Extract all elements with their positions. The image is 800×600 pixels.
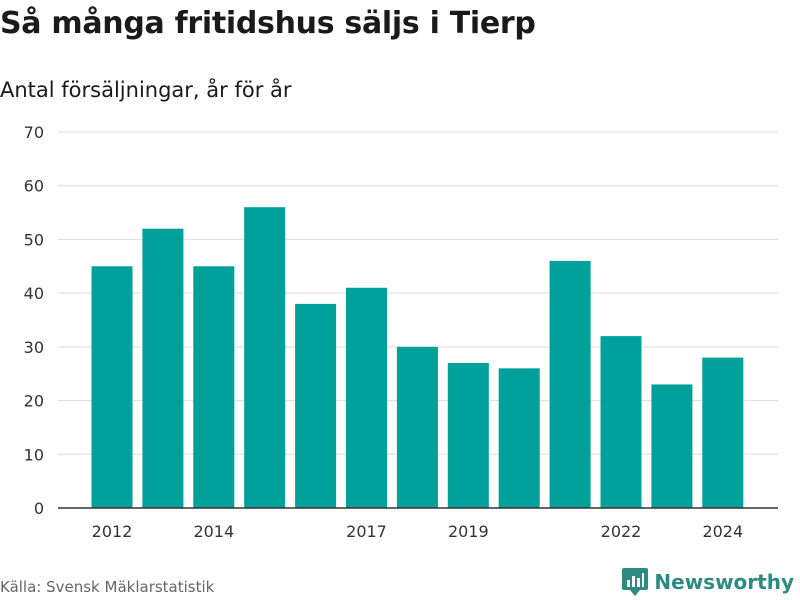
y-tick-label: 20: [24, 392, 44, 411]
y-tick-label: 10: [24, 445, 44, 464]
y-tick-label: 30: [24, 338, 44, 357]
y-tick-label: 50: [24, 230, 44, 249]
bar-2016: [295, 303, 337, 508]
brand-logo: Newsworthy: [622, 568, 794, 596]
bar-2023: [651, 384, 693, 508]
bar-chart: 0 10 20 30 40 50 60 70 2012 2014 2017 2019 2022 2024: [24, 123, 778, 541]
chart-subtitle: Antal försäljningar, år för år: [0, 78, 292, 102]
y-tick-label: 40: [24, 284, 44, 303]
source-note: Källa: Svensk Mäklarstatistik: [0, 578, 215, 596]
bar-2018: [396, 346, 438, 508]
y-tick-label: 60: [24, 177, 44, 196]
bar-2012: [91, 266, 133, 508]
bar-2021: [549, 260, 591, 508]
bar-2022: [600, 336, 642, 508]
bar-2014: [193, 266, 235, 508]
x-tick-label: 2012: [92, 522, 133, 541]
bar-2017: [346, 287, 387, 508]
x-tick-label: 2024: [702, 522, 743, 541]
bar-2019: [447, 362, 489, 508]
brand-name: Newsworthy: [654, 570, 794, 594]
bar-2024: [702, 357, 744, 508]
x-tick-label: 2022: [601, 522, 642, 541]
y-tick-label: 70: [24, 123, 44, 142]
x-tick-label: 2014: [193, 522, 234, 541]
x-tick-label: 2019: [448, 522, 489, 541]
x-tick-label: 2017: [346, 522, 387, 541]
bar-2020: [498, 368, 540, 508]
chart-title: Så många fritidshus säljs i Tierp: [0, 6, 536, 41]
bar-chart-logo-icon: [622, 568, 649, 596]
bar-2015: [244, 207, 286, 508]
bar-2013: [142, 228, 184, 508]
y-tick-label: 0: [34, 499, 44, 518]
